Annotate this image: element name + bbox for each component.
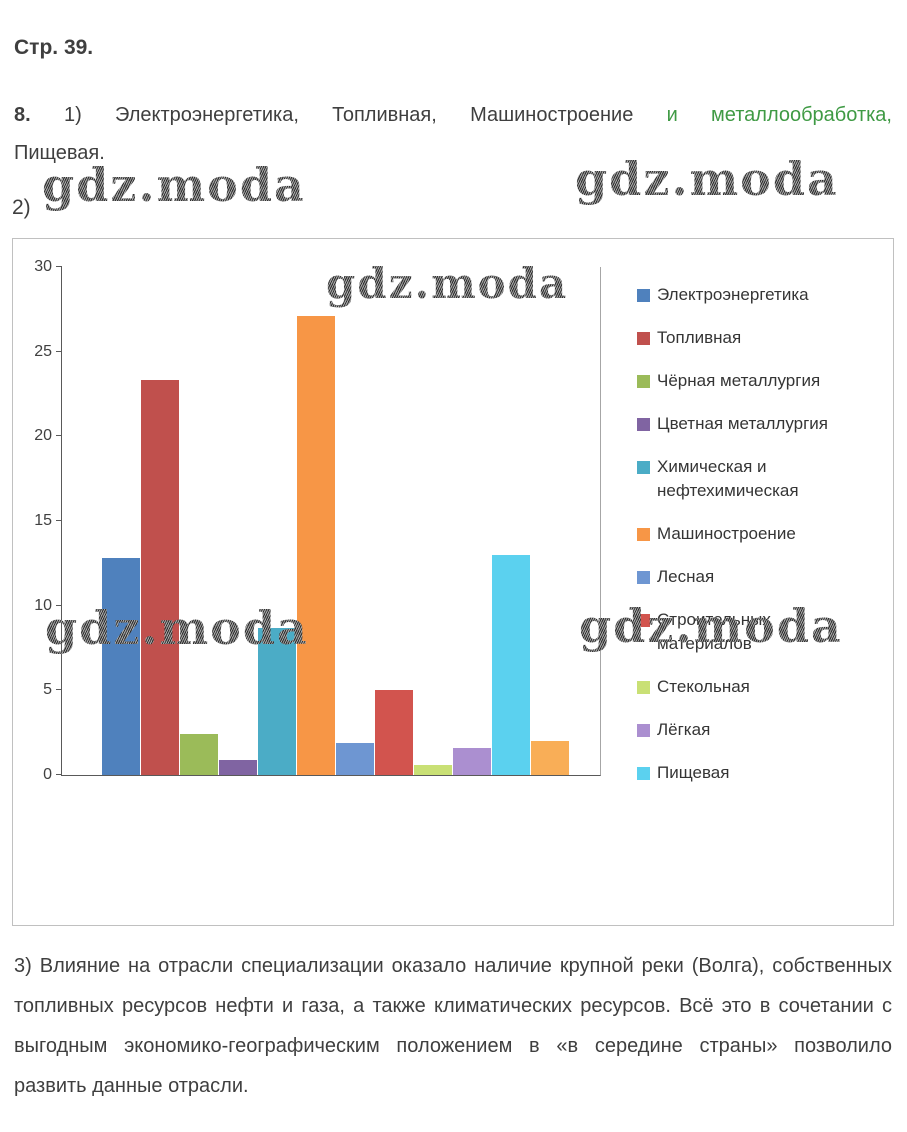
- legend-item: Лесная: [637, 565, 859, 589]
- legend-label: Цветная металлургия: [657, 414, 828, 433]
- y-tick-label: 0: [43, 766, 52, 783]
- answer-part3-text: 3) Влияние на отрасли специализации оказ…: [14, 955, 892, 1097]
- q8-number: 8.: [14, 104, 31, 126]
- legend-label: Химическая и нефтехимическая: [657, 457, 799, 500]
- y-tick-label: 5: [43, 681, 52, 699]
- legend-item: Цветная металлургия: [637, 412, 859, 436]
- legend-label: Электроэнергетика: [657, 285, 809, 304]
- y-tick-mark: [56, 266, 62, 267]
- legend-item: Чёрная металлургия: [637, 369, 859, 393]
- legend-swatch: [637, 528, 650, 541]
- legend-item: Лёгкая: [637, 718, 859, 742]
- legend-label: Машиностроение: [657, 524, 796, 543]
- q8-part1-text: Электроэнергетика, Топливная, Машиностро…: [115, 104, 634, 126]
- page-header: Стр. 39.: [14, 36, 94, 59]
- y-tick-mark: [56, 604, 62, 606]
- plot-area: 0 5 10 15 20 25 30: [34, 258, 601, 783]
- y-tick-mark: [56, 774, 62, 775]
- legend-item: Электроэнергетика: [637, 283, 859, 307]
- legend-label: Лесная: [657, 567, 715, 586]
- legend-swatch: [637, 614, 650, 627]
- legend-label: Топливная: [657, 328, 742, 347]
- legend-swatch: [637, 289, 650, 302]
- bar-2-Топливная: [141, 380, 179, 775]
- bars: [62, 267, 600, 775]
- q8-part1-text-green: и металлообработка,: [666, 104, 892, 126]
- legend-item: Стекольная: [637, 675, 859, 699]
- legend-swatch: [637, 375, 650, 388]
- bar-3-Чёрная металлургия: [180, 734, 218, 775]
- legend-swatch: [637, 767, 650, 780]
- legend-item: Пищевая: [637, 761, 859, 785]
- legend-item: Строительных материалов: [637, 608, 859, 656]
- bar-10-Лёгкая: [453, 747, 491, 775]
- legend-swatch: [637, 418, 650, 431]
- bar-6-Машиностроение: [297, 316, 335, 775]
- y-tick-mark: [56, 435, 62, 437]
- y-tick-mark: [56, 520, 62, 521]
- answer-8-line1: 8. 1) Электроэнергетика, Топливная, Маши…: [14, 96, 892, 134]
- legend-item: Машиностроение: [637, 522, 859, 546]
- y-tick-label: 25: [34, 342, 52, 360]
- legend-label: Стекольная: [657, 677, 750, 696]
- legend-label: Лёгкая: [657, 720, 711, 739]
- bar-12: [531, 741, 569, 775]
- legend-swatch: [637, 724, 650, 737]
- legend-swatch: [637, 461, 650, 474]
- bar-4-Цветная металлургия: [219, 759, 257, 775]
- bar-1-Электроэнергетика: [102, 558, 140, 775]
- y-tick-label: 10: [34, 596, 52, 614]
- q8-part1-label: 1): [63, 104, 82, 126]
- y-tick-mark: [56, 689, 62, 691]
- legend-label: Чёрная металлургия: [657, 371, 821, 390]
- y-tick-label: 30: [34, 258, 52, 275]
- legend-item: Химическая и нефтехимическая: [637, 455, 859, 503]
- y-tick-label: 15: [34, 512, 52, 529]
- bar-7-Лесная: [336, 742, 374, 775]
- q2-label: 2): [12, 196, 31, 219]
- legend-swatch: [637, 571, 650, 584]
- legend-label: Пищевая: [657, 763, 730, 782]
- bar-5-Химическая и нефтехимическая: [258, 627, 296, 775]
- legend-label: Строительных материалов: [657, 610, 771, 653]
- bar-chart: 0 5 10 15 20 25 30 Электроэнергетика Топливная Ч…: [12, 238, 894, 926]
- answer-8-line2: Пищевая.: [14, 142, 105, 164]
- y-tick-mark: [56, 350, 62, 352]
- bar-8-Строительных материалов: [375, 690, 413, 775]
- legend: Электроэнергетика Топливная Чёрная металлу…: [637, 283, 859, 804]
- legend-swatch: [637, 332, 650, 345]
- y-tick-label: 20: [34, 427, 52, 445]
- legend-item: Топливная: [637, 326, 859, 350]
- bar-9-Стекольная: [414, 764, 452, 775]
- bar-11-Пищевая: [492, 554, 530, 775]
- legend-swatch: [637, 681, 650, 694]
